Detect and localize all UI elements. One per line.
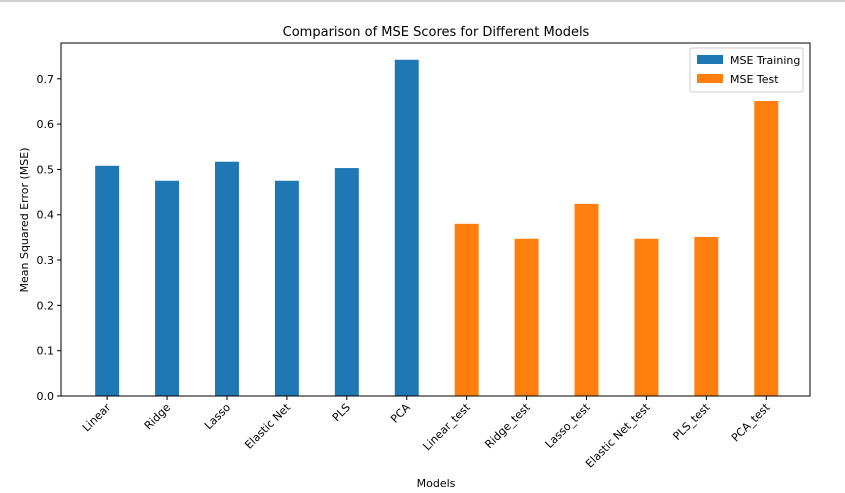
bar	[155, 180, 180, 396]
x-tick-label: PCA	[388, 401, 413, 426]
bar	[574, 203, 599, 396]
x-tick-label: PCA_test	[729, 400, 773, 444]
bar	[334, 168, 359, 396]
bar	[274, 180, 299, 396]
x-axis-label: Models	[417, 477, 456, 490]
bar	[454, 223, 479, 396]
bar	[214, 161, 239, 396]
y-tick-label: 0.1	[37, 345, 55, 358]
y-tick-label: 0.5	[37, 163, 55, 176]
y-tick-label: 0.6	[37, 118, 55, 131]
x-tick-label: Elastic Net_test	[583, 400, 653, 470]
y-tick-label: 0.2	[37, 299, 55, 312]
bar	[634, 238, 659, 396]
window-border	[0, 0, 845, 2]
legend-label: MSE Training	[730, 54, 800, 67]
bar	[514, 238, 539, 396]
legend-swatch	[697, 74, 723, 83]
x-tick-label: Lasso_test	[543, 400, 593, 450]
x-tick-label: Lasso	[202, 401, 233, 432]
y-tick-label: 0.3	[37, 254, 55, 267]
y-axis-label: Mean Squared Error (MSE)	[18, 148, 31, 293]
bar	[754, 101, 779, 397]
legend-swatch	[697, 55, 723, 64]
x-tick-label: Ridge	[142, 401, 174, 433]
bar	[394, 59, 419, 397]
legend-label: MSE Test	[730, 73, 779, 86]
x-tick-label: Linear	[80, 401, 114, 435]
x-tick-label: Elastic Net	[242, 400, 293, 451]
y-tick-label: 0.7	[37, 73, 55, 86]
bar	[694, 236, 719, 396]
x-tick-label: PLS_test	[670, 400, 712, 442]
x-tick-label: PLS	[330, 401, 353, 424]
plot-frame	[60, 42, 811, 397]
bar	[95, 165, 120, 396]
y-tick-label: 0.0	[37, 390, 55, 403]
chart-title: Comparison of MSE Scores for Different M…	[283, 25, 590, 40]
x-tick-label: Ridge_test	[482, 400, 533, 451]
x-tick-label: Linear_test	[421, 400, 474, 453]
y-tick-label: 0.4	[37, 209, 55, 222]
